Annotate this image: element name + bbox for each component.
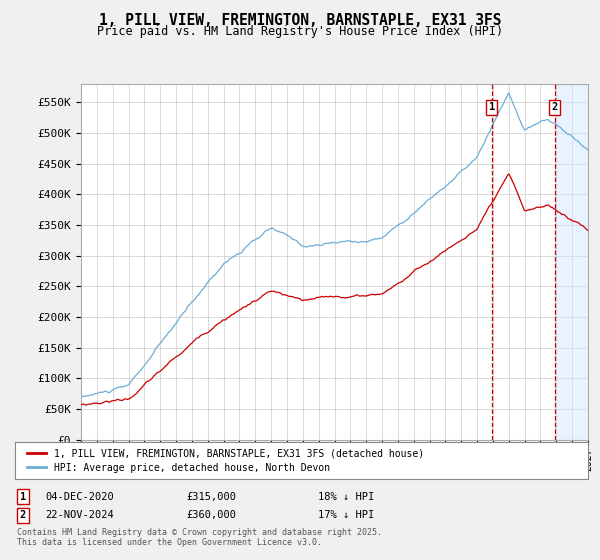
Text: 2: 2 (551, 102, 558, 112)
Text: 22-NOV-2024: 22-NOV-2024 (45, 510, 114, 520)
Text: 18% ↓ HPI: 18% ↓ HPI (318, 492, 374, 502)
Text: 1: 1 (488, 102, 495, 112)
Text: 1, PILL VIEW, FREMINGTON, BARNSTAPLE, EX31 3FS: 1, PILL VIEW, FREMINGTON, BARNSTAPLE, EX… (99, 13, 501, 28)
Text: £360,000: £360,000 (186, 510, 236, 520)
Legend: 1, PILL VIEW, FREMINGTON, BARNSTAPLE, EX31 3FS (detached house), HPI: Average pr: 1, PILL VIEW, FREMINGTON, BARNSTAPLE, EX… (23, 445, 428, 477)
Text: 17% ↓ HPI: 17% ↓ HPI (318, 510, 374, 520)
Text: Price paid vs. HM Land Registry's House Price Index (HPI): Price paid vs. HM Land Registry's House … (97, 25, 503, 38)
Text: Contains HM Land Registry data © Crown copyright and database right 2025.
This d: Contains HM Land Registry data © Crown c… (17, 528, 382, 547)
Text: 1: 1 (20, 492, 26, 502)
Text: 2: 2 (20, 510, 26, 520)
Text: 04-DEC-2020: 04-DEC-2020 (45, 492, 114, 502)
Text: £315,000: £315,000 (186, 492, 236, 502)
